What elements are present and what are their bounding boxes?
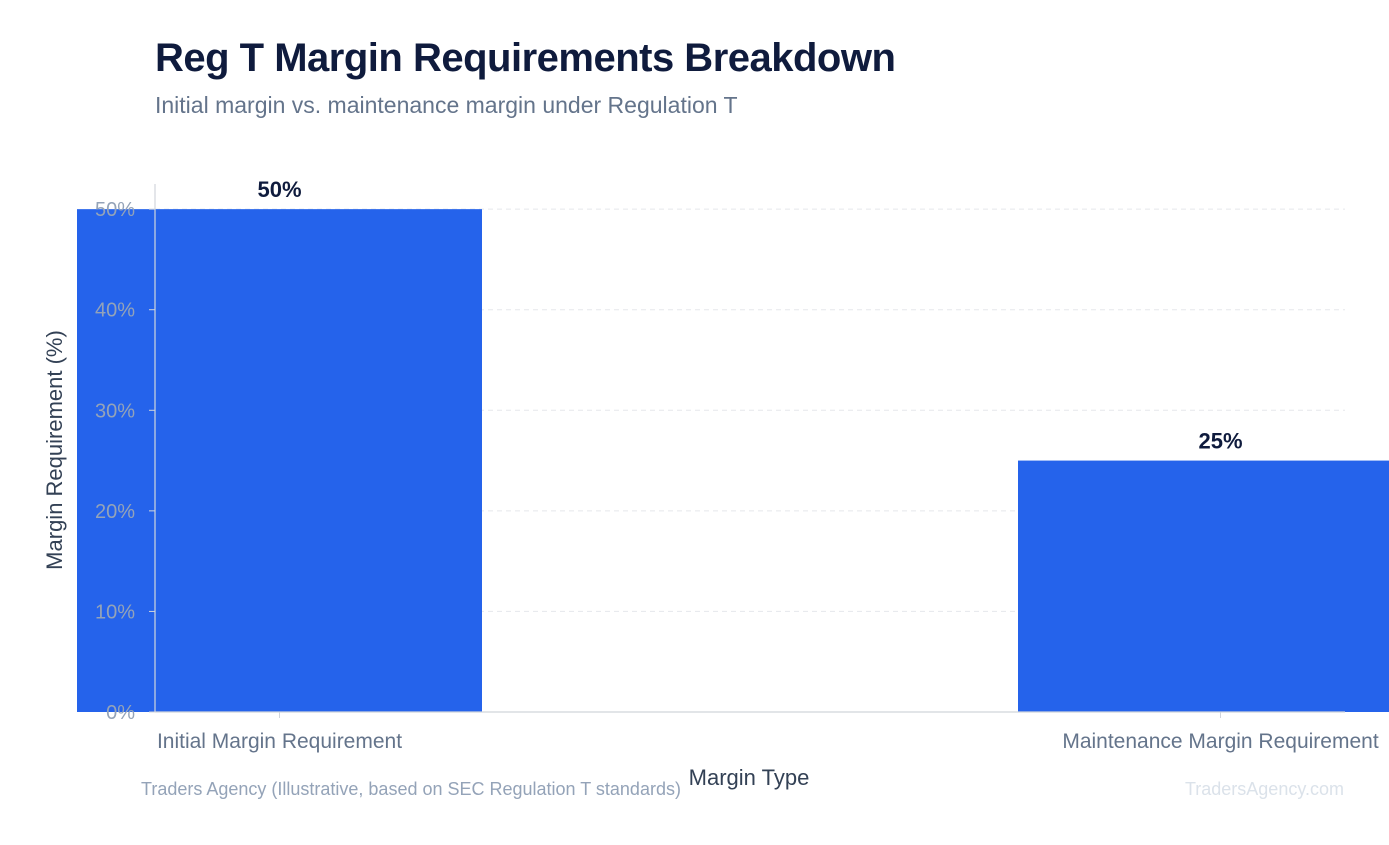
y-axis-label: Margin Requirement (%) [42, 330, 67, 570]
data-label: 25% [1198, 429, 1242, 454]
chart-subtitle: Initial margin vs. maintenance margin un… [155, 92, 738, 118]
y-tick-label: 30% [95, 400, 135, 422]
bars [77, 209, 1389, 712]
value-labels: 50% 25% [257, 177, 1242, 453]
data-label: 50% [257, 177, 301, 202]
x-tick-label: Initial Margin Requirement [157, 730, 402, 753]
watermark: TradersAgency.com [1184, 779, 1344, 799]
y-tick-label: 20% [95, 501, 135, 523]
y-ticks: 0% 10% 20% 30% 40% 50% [95, 199, 155, 724]
x-tick-label: Maintenance Margin Requirement [1062, 730, 1378, 753]
x-axis-label: Margin Type [689, 765, 810, 790]
y-tick-label: 0% [106, 702, 135, 724]
y-tick-label: 50% [95, 199, 135, 221]
bar [1018, 460, 1389, 712]
chart-title: Reg T Margin Requirements Breakdown [155, 36, 896, 80]
x-ticks: Initial Margin Requirement Maintenance Ma… [157, 712, 1379, 753]
bar [77, 209, 482, 712]
axes [154, 184, 1345, 713]
source-note: Traders Agency (Illustrative, based on S… [141, 779, 681, 799]
y-tick-label: 10% [95, 601, 135, 623]
y-tick-label: 40% [95, 300, 135, 322]
